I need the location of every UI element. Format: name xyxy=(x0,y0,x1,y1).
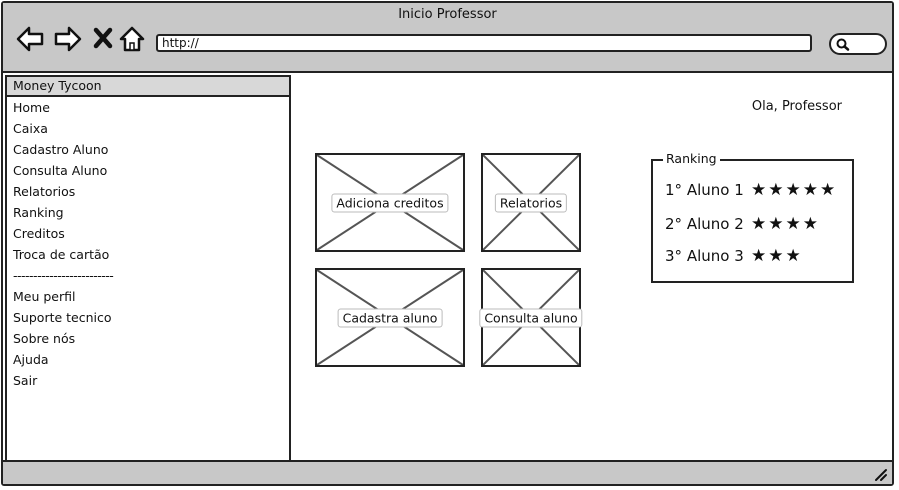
sidebar-item-cadastro-aluno[interactable]: Cadastro Aluno xyxy=(13,142,109,157)
sidebar-item-meu-perfil[interactable]: Meu perfil xyxy=(13,289,76,304)
forward-arrow-icon[interactable] xyxy=(53,25,83,53)
ranking-entry: 1° Aluno 1 xyxy=(665,181,744,199)
ranking-student-name: Aluno 1 xyxy=(686,181,744,199)
search-icon xyxy=(836,37,850,56)
tile-label: Cadastra aluno xyxy=(337,308,443,327)
relatorios-button[interactable]: Relatorios xyxy=(481,153,581,252)
ranking-entry: 3° Aluno 3 xyxy=(665,247,744,265)
star-rating-icon: ★★★★★ xyxy=(751,180,838,200)
close-icon[interactable] xyxy=(91,25,121,53)
sidebar-item-troca-de-cartao[interactable]: Troca de cartão xyxy=(13,247,110,262)
tile-label: Adiciona creditos xyxy=(331,193,449,212)
sidebar-item-caixa[interactable]: Caixa xyxy=(13,121,48,136)
sidebar-separator: ------------------------- xyxy=(13,268,114,283)
url-input[interactable]: http:// xyxy=(156,34,812,52)
window-title: Inicio Professor xyxy=(398,7,497,22)
sidebar-item-consulta-aluno[interactable]: Consulta Aluno xyxy=(13,163,108,178)
tile-label: Relatorios xyxy=(494,193,568,212)
sidebar: Money Tycoon Home Caixa Cadastro Aluno C… xyxy=(5,75,291,463)
sidebar-item-relatorios[interactable]: Relatorios xyxy=(13,184,76,199)
sidebar-item-sobre-nos[interactable]: Sobre nós xyxy=(13,331,76,346)
star-rating-icon: ★★★ xyxy=(751,246,803,266)
sidebar-item-creditos[interactable]: Creditos xyxy=(13,226,65,241)
sidebar-item-sair[interactable]: Sair xyxy=(13,373,38,388)
browser-toolbar: Inicio Professor http:// xyxy=(3,3,892,73)
star-rating-icon: ★★★★ xyxy=(751,214,820,234)
resize-grip-icon[interactable] xyxy=(872,466,888,482)
sidebar-item-home[interactable]: Home xyxy=(13,100,50,115)
sidebar-header: Money Tycoon xyxy=(7,77,289,97)
sidebar-item-suporte-tecnico[interactable]: Suporte tecnico xyxy=(13,310,112,325)
cadastra-aluno-button[interactable]: Cadastra aluno xyxy=(315,268,465,367)
back-arrow-icon[interactable] xyxy=(15,25,45,53)
tile-label: Consulta aluno xyxy=(479,308,583,327)
ranking-student-name: Aluno 3 xyxy=(686,247,744,265)
sidebar-item-ranking[interactable]: Ranking xyxy=(13,205,64,220)
sidebar-item-ajuda[interactable]: Ajuda xyxy=(13,352,49,367)
ranking-position: 3° xyxy=(665,247,683,265)
adiciona-creditos-button[interactable]: Adiciona creditos xyxy=(315,153,465,252)
consulta-aluno-button[interactable]: Consulta aluno xyxy=(479,268,583,367)
ranking-student-name: Aluno 2 xyxy=(686,215,744,233)
search-box[interactable] xyxy=(829,33,887,55)
ranking-panel: Ranking 1° Aluno 1 ★★★★★ 2° Aluno 2 ★★★★… xyxy=(651,152,854,283)
home-icon[interactable] xyxy=(118,25,148,53)
ranking-title: Ranking xyxy=(663,152,720,166)
status-bar xyxy=(3,460,892,484)
ranking-position: 1° xyxy=(665,181,683,199)
ranking-entry: 2° Aluno 2 xyxy=(665,215,744,233)
ranking-position: 2° xyxy=(665,215,683,233)
greeting-text: Ola, Professor xyxy=(751,99,842,114)
